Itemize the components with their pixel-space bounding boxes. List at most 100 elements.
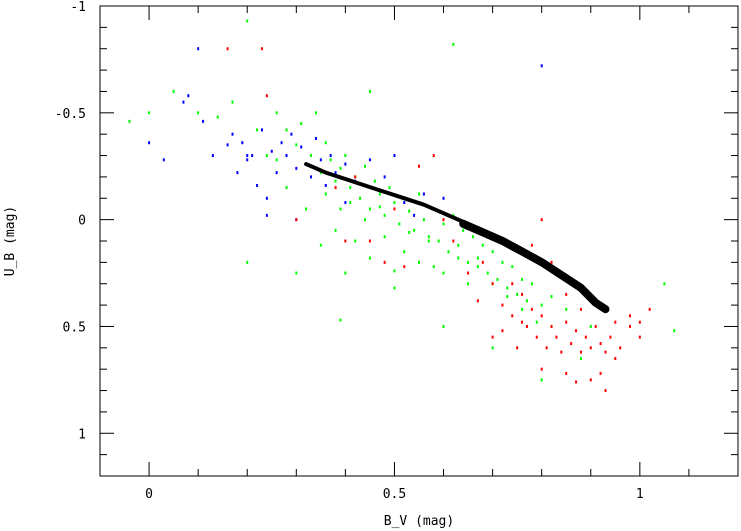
data-point [265,154,268,158]
data-point [344,239,347,243]
data-point [584,335,587,339]
data-point [604,350,607,354]
data-point [467,271,470,275]
data-point [467,260,470,264]
plot-frame [99,5,739,477]
data-point [629,314,632,318]
data-point [383,235,386,239]
x-axis-label: B_V (mag) [384,514,454,529]
data-point [329,154,332,158]
data-point [373,179,376,183]
x-tick-label: 0 [145,487,153,502]
data-point [246,158,249,162]
data-point [202,119,205,123]
data-point [226,143,229,147]
data-point [516,292,519,296]
data-point [629,324,632,328]
data-point [265,213,268,217]
data-point [182,100,185,104]
data-point [511,314,514,318]
data-point [418,192,420,196]
data-point [535,320,538,324]
data-point [403,265,406,269]
data-point [594,324,597,328]
data-point [256,183,259,187]
data-point [589,378,592,382]
data-point [422,192,425,196]
data-point [295,143,298,147]
data-point [555,335,558,339]
data-point [354,175,357,179]
data-point [300,122,303,125]
data-point [310,154,313,158]
data-points [128,19,676,393]
data-point [565,320,568,324]
data-point [418,260,420,264]
data-point [530,307,533,311]
data-point [422,218,425,222]
data-point [589,324,592,328]
data-point [614,357,617,360]
data-point [442,222,445,226]
data-point [334,179,337,183]
data-point [260,47,263,51]
data-point [354,239,357,243]
data-point [368,158,371,162]
data-point [491,250,494,254]
data-point [226,47,229,51]
y-tick-label: 0.5 [63,320,86,335]
data-point [619,346,622,350]
data-point [285,154,288,158]
data-point [398,222,401,226]
data-point [393,286,396,290]
data-point [579,357,582,360]
data-point [540,378,543,382]
data-point [452,42,455,46]
data-point [565,371,568,375]
data-point [344,154,347,158]
data-point [310,175,313,179]
data-point [285,186,288,190]
data-point [231,100,234,104]
axis-ticks [99,5,739,477]
data-point [525,299,528,303]
data-point [599,371,602,375]
data-point [368,256,371,260]
data-point [378,205,381,209]
data-point [442,218,445,222]
data-point [383,260,386,264]
data-point [128,119,131,123]
data-point [260,128,263,132]
data-point [344,201,347,205]
data-point [589,346,592,350]
data-point [349,201,352,205]
data-point [535,335,538,339]
tick-labels: 0 0.5 1 -1 -0.5 0 0.5 1 [55,0,644,502]
data-point [413,213,416,217]
data-point [349,186,352,190]
data-point [530,243,533,247]
data-point [393,207,396,211]
data-point [324,183,327,187]
data-point [560,350,563,354]
data-point [496,277,499,281]
data-point [545,346,548,350]
data-point [550,260,553,264]
data-point [339,318,342,322]
data-point [275,158,278,162]
data-point [486,271,489,275]
data-point [432,265,435,269]
data-point [197,47,200,51]
data-point [280,141,283,145]
data-point [614,320,617,324]
data-point [638,335,641,339]
data-point [334,171,337,175]
data-point [241,141,244,145]
main-sequence-band-tail [459,219,610,314]
data-point [265,196,268,200]
data-point [442,271,445,275]
data-point [344,271,347,275]
data-point [432,154,435,158]
data-point [368,207,371,211]
